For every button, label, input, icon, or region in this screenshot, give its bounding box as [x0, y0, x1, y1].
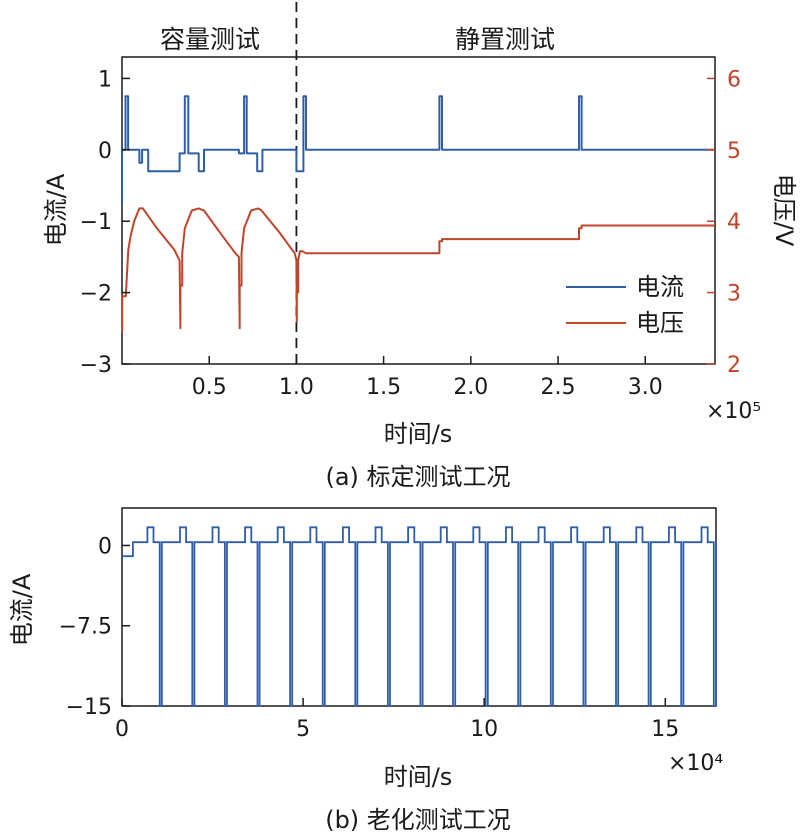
- x-tick-label-b: 5: [296, 717, 310, 742]
- x-ticks-b: 0 5 10 15: [115, 698, 679, 742]
- region-label-capacity: 容量测试: [160, 25, 260, 54]
- x-multiplier-b: ×10⁴: [668, 751, 723, 776]
- y-tick-label-right: 3: [727, 282, 741, 307]
- y-axis-label-right: 电压/V: [770, 174, 798, 247]
- x-tick-label-a: 0.5: [192, 375, 227, 400]
- series-line-voltage: [121, 207, 715, 333]
- x-tick-label-a: 2.5: [541, 375, 576, 400]
- series-line-current: [121, 95, 715, 204]
- chart-a: 容量测试 静置测试 1 0 −1 −2 −3 6 5 4 3 2 0.5 1.0 1.5 2.0 2.5…: [42, 2, 798, 491]
- y-tick-label-b: 0: [98, 534, 112, 559]
- x-axis-label-a: 时间/s: [384, 420, 453, 448]
- x-multiplier-a: ×10⁵: [706, 399, 761, 424]
- y-tick-label-left: 0: [98, 139, 112, 164]
- chart-b-series: [122, 526, 717, 707]
- y-ticks-right: 6 5 4 3 2: [707, 67, 741, 378]
- y-tick-label-right: 5: [727, 139, 741, 164]
- y-tick-label-right: 4: [727, 210, 741, 235]
- x-axis-label-b: 时间/s: [384, 763, 453, 791]
- chart-a-plot-area: [121, 56, 716, 365]
- chart-b-plot-area: [121, 507, 717, 707]
- x-tick-label-b: 0: [115, 717, 129, 742]
- x-tick-label-a: 1.5: [366, 375, 401, 400]
- region-label-rest: 静置测试: [455, 25, 555, 54]
- x-tick-label-b: 10: [470, 717, 498, 742]
- y-tick-label-left: −3: [80, 353, 112, 378]
- x-tick-label-b: 15: [651, 717, 679, 742]
- caption-b: (b) 老化测试工况: [325, 806, 511, 834]
- chart-b: 0 −7.5 −15 0 5 10 15 ×10⁴ 电流/A 时间/s (b) 老化测试工…: [8, 507, 723, 834]
- legend-current-label: 电流: [636, 273, 684, 301]
- series-line-current-b: [122, 526, 717, 707]
- x-tick-label-a: 3.0: [628, 375, 663, 400]
- legend-voltage-label: 电压: [636, 309, 684, 337]
- caption-a: (a) 标定测试工况: [325, 463, 510, 491]
- y-tick-label-right: 2: [727, 353, 741, 378]
- y-axis-label-b: 电流/A: [8, 573, 36, 646]
- chart-a-series: [121, 95, 715, 333]
- x-tick-label-a: 2.0: [453, 375, 488, 400]
- y-tick-label-right: 6: [727, 67, 741, 92]
- y-tick-label-left: 1: [98, 67, 112, 92]
- x-ticks-a: 0.5 1.0 1.5 2.0 2.5 3.0: [192, 356, 663, 400]
- legend: 电流 电压: [566, 273, 684, 337]
- y-ticks-left: 1 0 −1 −2 −3: [80, 67, 130, 378]
- y-tick-label-b: −15: [66, 695, 112, 720]
- y-ticks-b: 0 −7.5 −15: [59, 534, 130, 720]
- y-tick-label-left: −1: [80, 210, 112, 235]
- y-tick-label-left: −2: [80, 282, 112, 307]
- y-tick-label-b: −7.5: [59, 615, 112, 640]
- x-tick-label-a: 1.0: [279, 375, 314, 400]
- y-axis-label-left: 电流/A: [42, 173, 70, 246]
